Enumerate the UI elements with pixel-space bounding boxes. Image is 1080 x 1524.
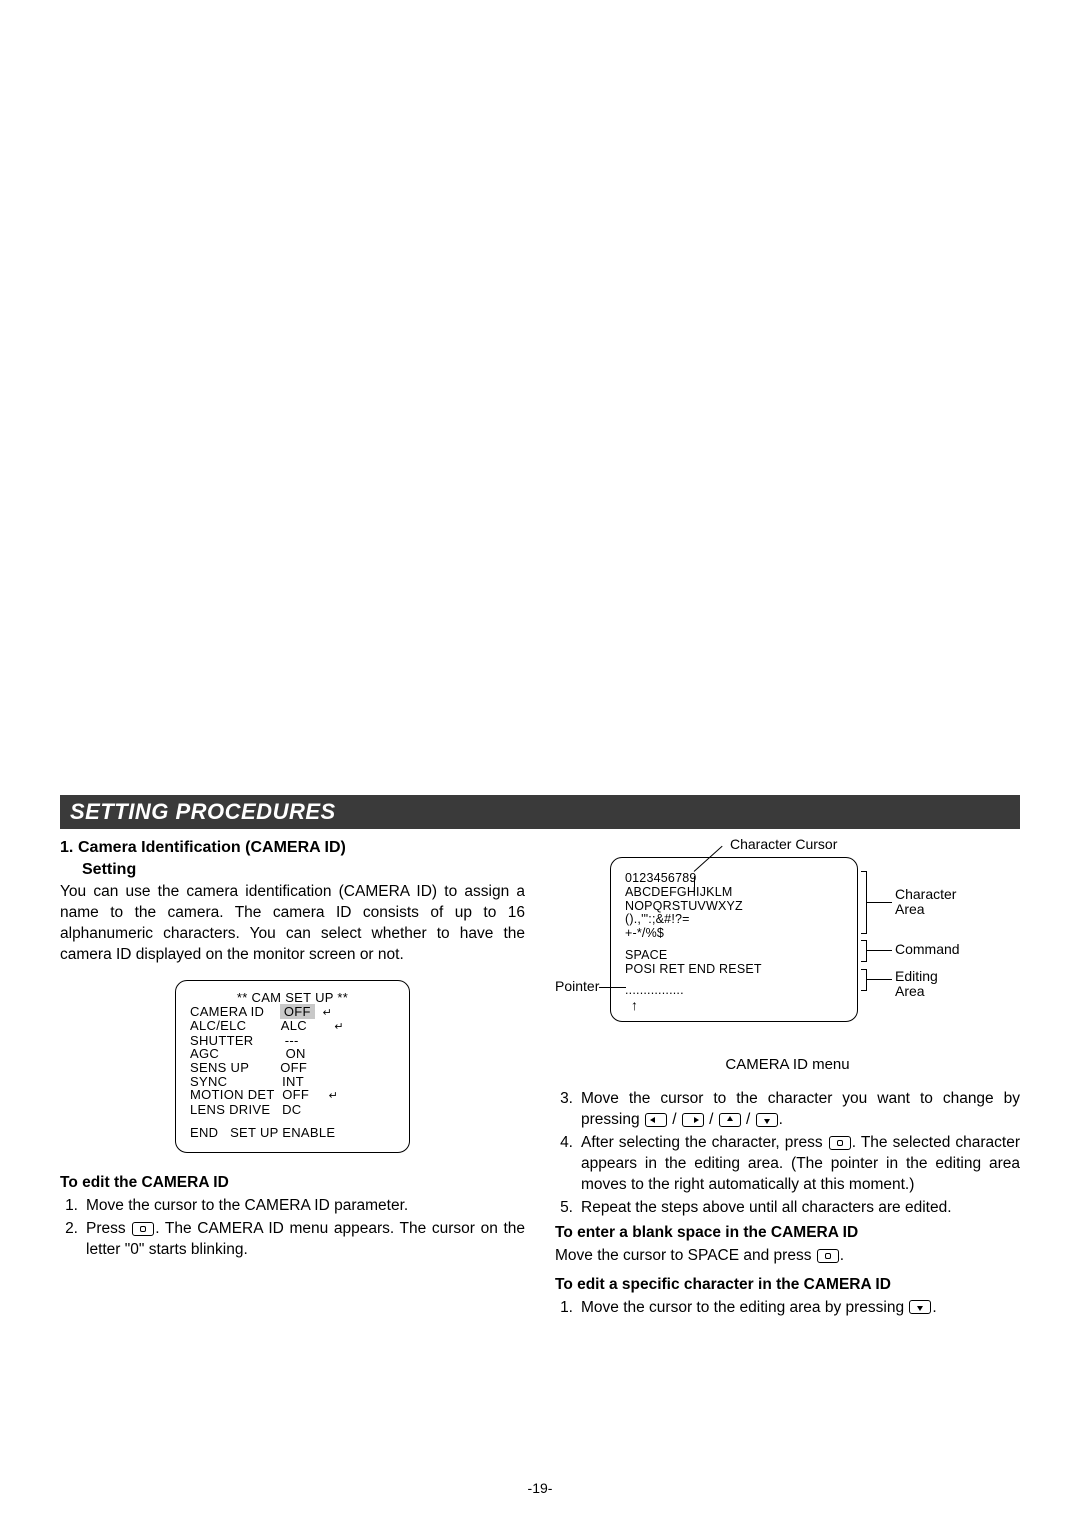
cam-setup-menu: ** CAM SET UP ** CAMERA ID OFF ↵ ALC/ELC… [175, 980, 410, 1153]
center-button-icon [132, 1222, 154, 1236]
step-text: Repeat the steps above until all charact… [581, 1198, 1020, 1219]
step-text: Move the cursor to the editing area by p… [581, 1298, 1020, 1319]
diagram-caption: CAMERA ID menu [555, 1055, 1020, 1075]
title-line-1: Camera Identification (CAMERA ID) [78, 839, 346, 856]
right-button-icon [682, 1113, 704, 1127]
page-number: -19- [528, 1480, 553, 1496]
char-area-label: CharacterArea [895, 887, 956, 918]
command-label: Command [895, 942, 960, 957]
diagram-row: +-*/%$ [625, 927, 843, 941]
list-item: 1. Move the cursor to the CAMERA ID para… [60, 1196, 525, 1217]
list-item: 4. After selecting the character, press … [555, 1133, 1020, 1196]
blank-space-text: Move the cursor to SPACE and press . [555, 1246, 1020, 1267]
pointer-label: Pointer [555, 979, 599, 994]
diagram-row: ABCDEFGHIJKLM [625, 886, 843, 900]
diagram-row: ().,'":;&#!?= [625, 913, 843, 927]
left-button-icon [645, 1113, 667, 1127]
down-button-icon [756, 1113, 778, 1127]
menu-end: END SET UP ENABLE [190, 1126, 395, 1140]
diagram-pointer-arrow: ↑ [631, 998, 843, 1013]
diagram-box: 0123456789 ABCDEFGHIJKLM NOPQRSTUVWXYZ (… [610, 857, 858, 1022]
center-button-icon [817, 1249, 839, 1263]
blank-space-title: To enter a blank space in the CAMERA ID [555, 1223, 1020, 1244]
menu-row: SHUTTER --- [190, 1034, 395, 1048]
left-column: 1.Camera Identification (CAMERA ID) Sett… [60, 837, 525, 1320]
list-item: 5. Repeat the steps above until all char… [555, 1198, 1020, 1219]
menu-row: MOTION DET OFF ↵ [190, 1088, 395, 1103]
specific-char-title: To edit a specific character in the CAME… [555, 1275, 1020, 1296]
step-text: Move the cursor to the character you wan… [581, 1089, 1020, 1131]
title-line-2: Setting [82, 859, 525, 881]
menu-row: LENS DRIVE DC [190, 1103, 395, 1117]
step-text: After selecting the character, press . T… [581, 1133, 1020, 1196]
diagram-cmd: POSI RET END RESET [625, 963, 843, 977]
down-button-icon [909, 1300, 931, 1314]
menu-row: SENS UP OFF [190, 1061, 395, 1075]
subsection-title: 1.Camera Identification (CAMERA ID) Sett… [60, 837, 525, 880]
step-text: Move the cursor to the CAMERA ID paramet… [86, 1196, 525, 1217]
menu-row: SYNC INT [190, 1075, 395, 1089]
list-item: 2. Press . The CAMERA ID menu appears. T… [60, 1219, 525, 1261]
up-button-icon [719, 1113, 741, 1127]
char-cursor-label: Character Cursor [730, 837, 837, 852]
step-text: Press . The CAMERA ID menu appears. The … [86, 1219, 525, 1261]
list-item: 3. Move the cursor to the character you … [555, 1089, 1020, 1131]
right-column: Character Cursor CharacterArea Command E… [555, 837, 1020, 1320]
center-button-icon [829, 1136, 851, 1150]
menu-row: CAMERA ID OFF ↵ [190, 1005, 395, 1020]
title-number: 1. [60, 837, 78, 859]
menu-title: ** CAM SET UP ** [190, 991, 395, 1005]
section-header: SETTING PROCEDURES [60, 795, 1020, 829]
diagram-row: NOPQRSTUVWXYZ [625, 900, 843, 914]
menu-row: AGC ON [190, 1047, 395, 1061]
menu-row: ALC/ELC ALC ↵ [190, 1019, 395, 1034]
list-item: 1. Move the cursor to the editing area b… [555, 1298, 1020, 1319]
diagram-dots: ................ [625, 984, 843, 998]
intro-text: You can use the camera identification (C… [60, 882, 525, 966]
edit-title: To edit the CAMERA ID [60, 1173, 525, 1194]
diagram-row: 0123456789 [625, 872, 843, 886]
diagram-space: SPACE [625, 949, 843, 963]
camera-id-diagram: Character Cursor CharacterArea Command E… [555, 837, 1020, 1047]
editing-area-label: EditingArea [895, 969, 938, 1000]
